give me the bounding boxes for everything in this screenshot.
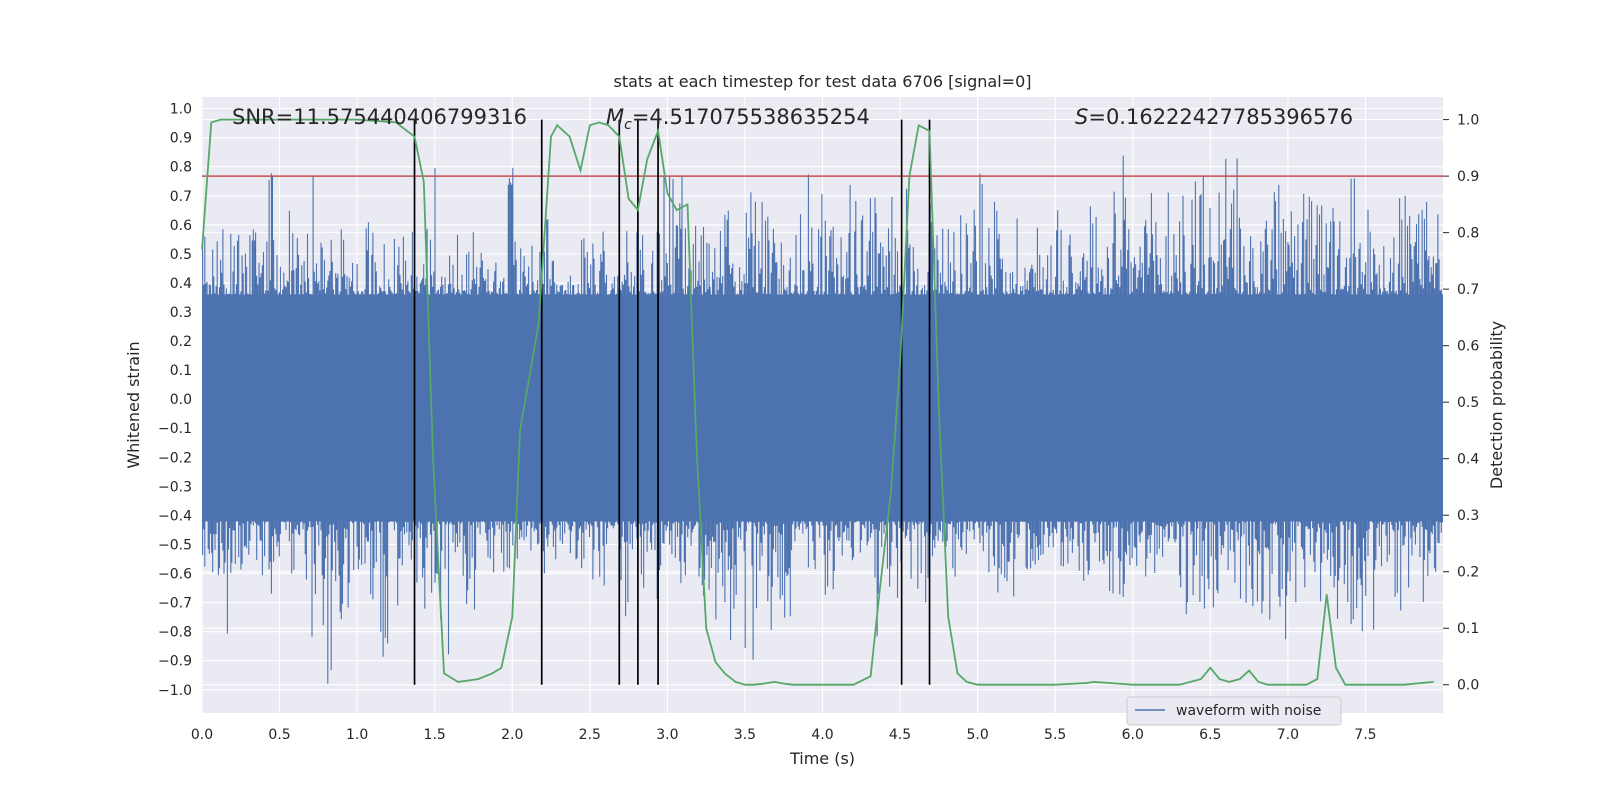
x-tick-label: 5.0: [966, 727, 988, 743]
x-tick-label: 1.5: [424, 727, 446, 743]
legend: waveform with noise: [1126, 696, 1342, 726]
s-symbol: S: [1075, 105, 1088, 129]
x-tick-label: 6.5: [1199, 727, 1221, 743]
s-value: =0.16222427785396576: [1088, 105, 1353, 129]
chirp-mass-subscript: c: [624, 117, 632, 133]
annotation-chirp-mass: Mc=4.517075538635254: [606, 105, 870, 133]
x-tick-label: 2.0: [501, 727, 523, 743]
y-tick-label-right: 0.2: [1457, 565, 1479, 581]
y-tick-label-left: 0.8: [170, 160, 192, 176]
y-tick-label-left: −0.7: [158, 596, 192, 612]
legend-label: waveform with noise: [1176, 703, 1321, 719]
y-tick-label-left: 0.9: [170, 131, 192, 147]
probability-series: [201, 118, 1434, 686]
y-tick-label-left: 0.6: [170, 218, 192, 234]
y-tick-label-right: 0.9: [1457, 169, 1479, 185]
y-tick-label-left: −0.4: [158, 508, 192, 524]
y-tick-label-left: 0.0: [170, 392, 192, 408]
y-tick-label-right: 0.6: [1457, 339, 1479, 355]
axis-ticks: 0.0 0.5 1.0 1.5 2.0 2.5 3.0 3.5 4.0 4.5 5.0 5.5 6.0 6…: [158, 102, 1479, 743]
y-tick-label-right: 0.0: [1457, 678, 1479, 694]
y-tick-label-right: 0.7: [1457, 282, 1479, 298]
waveform-series: [202, 155, 1443, 684]
x-tick-label: 4.5: [889, 727, 911, 743]
chirp-mass-symbol: M: [606, 105, 624, 129]
y-tick-label-left: 0.3: [170, 305, 192, 321]
x-tick-label: 7.0: [1277, 727, 1299, 743]
x-tick-label: 0.5: [268, 727, 290, 743]
legend-box: [1126, 696, 1342, 726]
y-tick-label-left: 0.2: [170, 334, 192, 350]
y-tick-label-right: 1.0: [1457, 113, 1479, 129]
y-tick-label-left: −1.0: [158, 683, 192, 699]
x-tick-label: 3.0: [656, 727, 678, 743]
x-tick-label: 3.5: [734, 727, 756, 743]
x-tick-label: 7.5: [1354, 727, 1376, 743]
y-axis-label-left: Whitened strain: [124, 341, 143, 468]
x-tick-label: 5.5: [1044, 727, 1066, 743]
y-tick-label-left: −0.3: [158, 479, 192, 495]
probability-line: [201, 118, 1434, 686]
waveform-spikes: [202, 155, 1443, 684]
chirp-mass-value: =4.517075538635254: [632, 105, 870, 129]
y-tick-label-right: 0.8: [1457, 226, 1479, 242]
y-tick-label-left: 0.5: [170, 247, 192, 263]
y-axis-label-right: Detection probability: [1487, 321, 1506, 489]
y-tick-label-left: −0.2: [158, 450, 192, 466]
x-tick-label: 0.0: [191, 727, 213, 743]
x-tick-label: 1.0: [346, 727, 368, 743]
y-tick-label-left: −0.5: [158, 537, 192, 553]
chart-title: stats at each timestep for test data 670…: [613, 72, 1031, 91]
x-axis-label: Time (s): [789, 749, 855, 768]
y-tick-label-left: 0.4: [170, 276, 192, 292]
y-tick-label-left: −0.8: [158, 625, 192, 641]
y-tick-label-left: −0.1: [158, 421, 192, 437]
y-tick-label-right: 0.5: [1457, 395, 1479, 411]
annotation-snr: SNR=11.575440406799316: [232, 105, 527, 129]
x-tick-label: 2.5: [579, 727, 601, 743]
y-tick-label-left: 0.7: [170, 189, 192, 205]
x-tick-label: 6.0: [1122, 727, 1144, 743]
annotation-s: S=0.16222427785396576: [1075, 105, 1353, 129]
y-tick-label-left: −0.6: [158, 567, 192, 583]
y-tick-label-right: 0.1: [1457, 621, 1479, 637]
y-tick-label-left: 1.0: [170, 102, 192, 118]
x-tick-label: 4.0: [811, 727, 833, 743]
vertical-markers: [202, 119, 1443, 685]
y-tick-label-left: 0.1: [170, 363, 192, 379]
y-tick-label-right: 0.3: [1457, 508, 1479, 524]
y-tick-label-left: −0.9: [158, 654, 192, 670]
y-tick-label-right: 0.4: [1457, 452, 1479, 468]
